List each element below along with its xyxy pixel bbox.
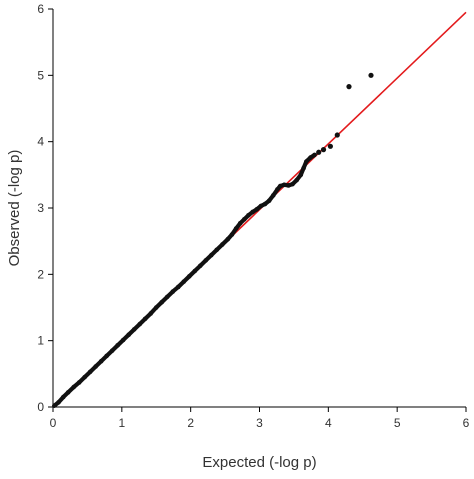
data-point	[250, 209, 255, 215]
data-point	[56, 400, 61, 405]
data-point	[175, 284, 181, 290]
y-tick-label: 0	[37, 400, 44, 414]
data-point	[61, 394, 66, 400]
data-point	[98, 358, 104, 364]
data-point	[308, 155, 313, 160]
data-point	[209, 252, 214, 258]
data-point	[229, 232, 235, 237]
x-axis-label: Expected (-log p)	[202, 454, 316, 471]
data-point	[198, 263, 203, 269]
data-point	[214, 247, 220, 253]
data-point	[142, 316, 148, 322]
data-point	[170, 289, 176, 294]
data-point	[277, 183, 283, 189]
data-point	[164, 294, 170, 300]
data-point	[82, 374, 87, 380]
y-tick-label: 4	[37, 135, 44, 149]
data-point	[301, 165, 306, 171]
data-point	[242, 216, 247, 222]
data-point	[181, 279, 187, 284]
x-tick-label: 4	[325, 416, 332, 430]
data-point	[148, 311, 154, 316]
y-tick-label: 1	[37, 334, 44, 348]
data-point	[131, 327, 137, 332]
data-point	[65, 390, 71, 395]
data-point	[153, 305, 159, 310]
data-point	[294, 177, 299, 183]
data-point	[159, 299, 165, 305]
data-point	[71, 384, 76, 390]
data-point	[316, 149, 322, 155]
data-point	[368, 72, 374, 78]
data-point	[76, 380, 82, 385]
y-tick-label: 2	[37, 267, 44, 281]
data-points	[52, 72, 374, 408]
data-point	[312, 152, 317, 158]
data-point	[137, 321, 143, 327]
x-tick-label: 3	[256, 416, 263, 430]
data-point	[262, 201, 268, 207]
data-point	[304, 159, 309, 164]
data-point	[109, 348, 115, 353]
data-point	[258, 203, 264, 209]
data-point	[346, 84, 352, 90]
data-point	[52, 403, 57, 408]
data-point	[298, 172, 304, 178]
x-tick-label: 5	[394, 416, 401, 430]
data-point	[286, 183, 291, 188]
data-point	[246, 212, 251, 218]
y-tick-label: 3	[37, 201, 44, 215]
data-point	[327, 143, 333, 149]
data-point	[320, 147, 327, 153]
data-point	[334, 132, 340, 138]
data-point	[270, 193, 276, 198]
data-point	[266, 198, 272, 204]
data-point	[290, 181, 295, 187]
data-point	[225, 236, 231, 242]
y-axis-label: Observed (-log p)	[6, 150, 23, 267]
data-point	[275, 187, 280, 192]
x-tick-label: 6	[463, 416, 470, 430]
data-point	[281, 182, 287, 188]
y-tick-label: 6	[37, 2, 44, 16]
data-point	[203, 258, 209, 263]
data-point	[126, 332, 132, 337]
x-tick-label: 1	[118, 416, 125, 430]
data-point	[254, 207, 260, 212]
data-point	[93, 364, 98, 369]
data-point	[220, 242, 225, 247]
y-tick-label: 5	[37, 68, 44, 82]
data-point	[120, 337, 126, 343]
data-point	[192, 268, 198, 274]
data-point	[87, 369, 93, 375]
x-tick-label: 2	[187, 416, 194, 430]
data-point	[237, 220, 243, 226]
data-point	[233, 226, 239, 231]
data-point	[104, 353, 109, 359]
axes: 0 1 2 3 4 5 6 0 1 2 3 4 5 6	[37, 2, 469, 430]
data-point	[186, 274, 192, 279]
data-point	[115, 343, 121, 348]
x-tick-label: 0	[50, 416, 57, 430]
